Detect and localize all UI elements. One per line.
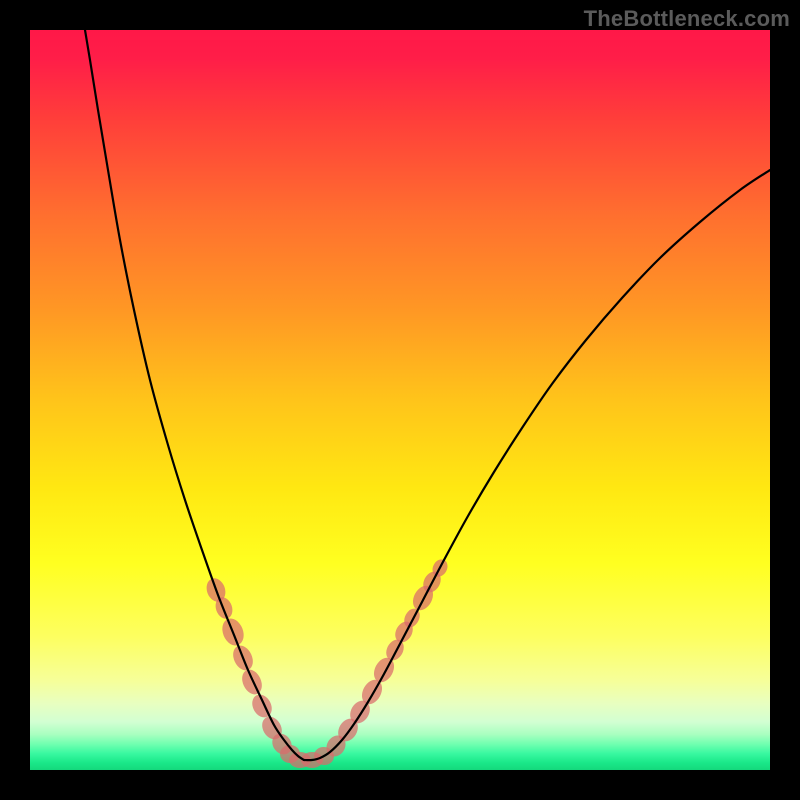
plot-svg	[30, 30, 770, 770]
chart-frame: TheBottleneck.com	[0, 0, 800, 800]
watermark-text: TheBottleneck.com	[584, 6, 790, 32]
plot-area	[30, 30, 770, 770]
gradient-background	[30, 30, 770, 770]
